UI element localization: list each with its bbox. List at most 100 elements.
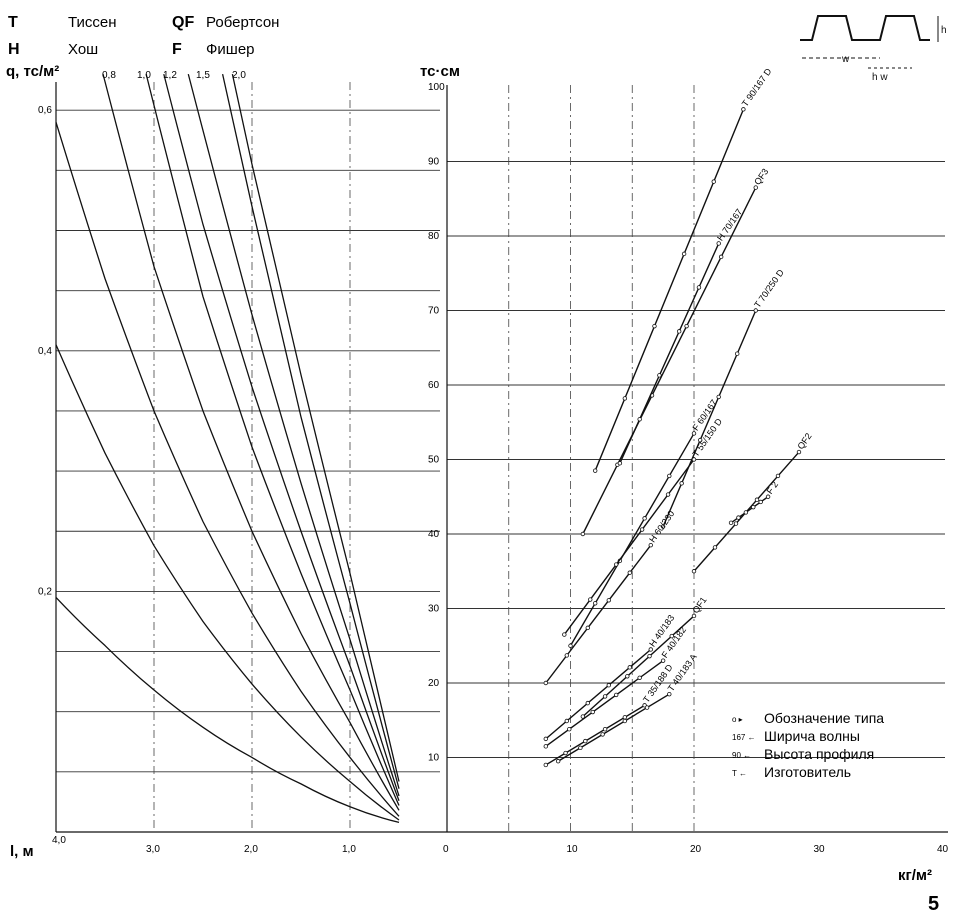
left-x-axis-title: l, м xyxy=(10,843,34,860)
profile-w-label: w xyxy=(841,54,850,65)
curve-label: 2,0 xyxy=(232,70,246,81)
left-x-ticks: 4,0 3,0 2,0 1,0 xyxy=(52,835,356,855)
data-point xyxy=(567,726,572,732)
y-tick-label: 10 xyxy=(428,753,440,764)
data-point xyxy=(679,481,684,486)
data-point xyxy=(648,542,653,548)
data-point xyxy=(543,680,548,686)
series-line xyxy=(55,344,400,821)
series-line xyxy=(545,648,652,740)
series-line xyxy=(55,122,400,817)
y-tick-label: 60 xyxy=(428,380,440,391)
legend-abbr: F xyxy=(172,41,182,58)
series-line xyxy=(221,73,400,789)
data-point xyxy=(593,468,598,473)
data-point xyxy=(564,653,569,658)
data-point xyxy=(606,683,611,688)
curve-label: 1,5 xyxy=(196,70,210,81)
data-point xyxy=(543,744,548,749)
left-y-axis-title: q, тс/м² xyxy=(6,63,59,80)
data-point xyxy=(602,694,608,699)
data-point xyxy=(716,241,721,246)
right-x-axis-title: кг/м² xyxy=(898,867,932,884)
y-tick-label: 0,6 xyxy=(38,105,52,116)
data-point xyxy=(613,562,619,567)
legend-name: Тиссен xyxy=(68,14,117,31)
legend-name: Хош xyxy=(68,41,98,58)
right-y-axis-title: тс·см xyxy=(420,63,460,80)
legend-name: Фишер xyxy=(206,41,255,58)
series-line xyxy=(563,459,695,635)
page-number: 5 xyxy=(928,893,939,915)
data-point xyxy=(754,497,760,502)
data-point xyxy=(600,732,605,737)
data-point xyxy=(639,527,645,532)
y-tick-label: 100 xyxy=(428,82,445,93)
right-y-ticks: 10 20 30 40 50 60 70 80 90 100 xyxy=(428,82,445,764)
data-point xyxy=(751,504,756,510)
data-point xyxy=(657,373,662,378)
data-point xyxy=(735,351,740,356)
data-point xyxy=(796,449,802,455)
data-point xyxy=(665,492,671,497)
series-line xyxy=(231,73,400,782)
series-label: H 70/167 xyxy=(715,207,744,243)
data-point xyxy=(691,613,697,619)
data-point xyxy=(625,674,630,679)
left-y-ticks: 0,6 0,4 0,2 xyxy=(38,105,52,597)
data-point xyxy=(580,531,586,537)
series-line xyxy=(619,243,720,464)
data-point xyxy=(753,308,758,313)
data-point xyxy=(642,516,647,521)
curve-label: 1,0 xyxy=(137,70,151,81)
data-point xyxy=(676,329,682,334)
data-point xyxy=(563,750,568,756)
legend-abbr: QF xyxy=(172,14,194,31)
data-point xyxy=(696,285,702,290)
legend-abbr: T xyxy=(8,14,18,31)
series-label: QF2 xyxy=(795,431,813,451)
data-point xyxy=(736,515,741,520)
series-label: QF1 xyxy=(690,595,708,615)
right-grid xyxy=(447,85,945,832)
data-point xyxy=(637,417,642,422)
data-point xyxy=(543,736,548,742)
data-point xyxy=(681,251,687,257)
series-line xyxy=(187,73,400,797)
data-point xyxy=(562,632,567,637)
series-line xyxy=(545,544,652,684)
profile-hw-label: h w xyxy=(872,72,888,83)
y-tick-label: 40 xyxy=(428,529,440,540)
legend-name: Робертсон xyxy=(206,14,279,31)
y-tick-label: 90 xyxy=(428,157,440,168)
key-label: Обозначение типа xyxy=(764,710,884,726)
series-line xyxy=(582,187,757,535)
key-code: 90 ← xyxy=(732,751,751,760)
left-curve-labels: 0,8 1,0 1,2 1,5 2,0 xyxy=(102,70,246,81)
data-point xyxy=(697,437,703,443)
data-point xyxy=(564,718,569,724)
data-point xyxy=(637,675,642,680)
left-curves xyxy=(55,73,400,824)
data-point xyxy=(602,726,608,732)
data-point xyxy=(578,745,583,751)
x-tick-label: 4,0 xyxy=(52,835,66,846)
manufacturer-legend: T Тиссен QF Робертсон H Хош F Фишер xyxy=(8,14,279,58)
series-label: QF3 xyxy=(752,167,770,187)
series-line xyxy=(594,109,745,471)
data-point xyxy=(606,598,611,603)
data-point xyxy=(627,665,632,670)
data-point xyxy=(684,323,689,329)
data-point xyxy=(728,520,734,526)
x-tick-label: 10 xyxy=(567,844,579,855)
x-tick-label: 30 xyxy=(814,844,826,855)
data-point xyxy=(660,524,666,529)
key-label: Изготовитель xyxy=(764,764,851,780)
profile-sketch: w h h w xyxy=(800,15,947,83)
data-point xyxy=(585,625,590,631)
data-point xyxy=(627,570,632,575)
series-line xyxy=(545,704,645,766)
data-point xyxy=(617,461,623,466)
